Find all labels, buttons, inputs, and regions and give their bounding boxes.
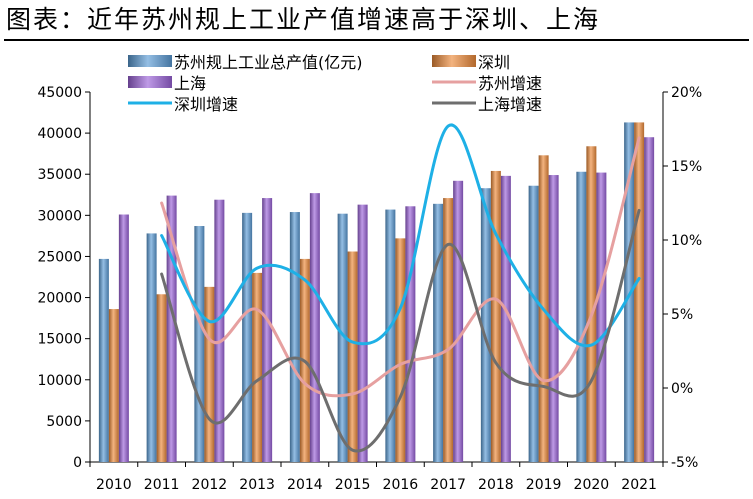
bar-上海-2010: [118, 214, 129, 462]
y-left-tick-label: 40000: [37, 126, 82, 142]
y-left-tick-label: 0: [73, 455, 82, 471]
x-tick-label: 2020: [574, 477, 610, 493]
x-tick-label: 2019: [526, 477, 562, 493]
legend-label: 苏州规上工业总产值(亿元): [174, 53, 363, 72]
x-tick-label: 2017: [430, 477, 466, 493]
bar-苏州规上工业总产值(亿元)-2012: [194, 226, 205, 462]
y-left-tick-label: 30000: [37, 208, 82, 224]
line-上海增速: [160, 208, 641, 453]
bar-深圳-2020: [586, 146, 597, 462]
bar-苏州规上工业总产值(亿元)-2021: [624, 122, 635, 462]
legend-swatch-上海: [128, 76, 172, 88]
legend-label: 深圳增速: [174, 95, 238, 114]
x-tick-label: 2018: [478, 477, 514, 493]
bar-上海-2020: [596, 172, 607, 463]
bar-苏州规上工业总产值(亿元)-2018: [480, 188, 491, 462]
bar-苏州规上工业总产值(亿元)-2020: [576, 171, 587, 462]
bar-苏州规上工业总产值(亿元)-2011: [146, 233, 157, 462]
chart-axes: 0 5000 10000 15000 20000 25000 30000 35000 40000…: [37, 85, 702, 493]
line-series-group: [160, 123, 641, 453]
bar-series-group: [98, 122, 655, 463]
legend-label: 深圳: [478, 53, 510, 72]
bar-深圳-2016: [395, 238, 406, 462]
x-tick-label: 2014: [287, 477, 323, 493]
y-right-tick-label: 0%: [671, 381, 693, 397]
y-right-tick-label: 10%: [671, 233, 702, 249]
bar-苏州规上工业总产值(亿元)-2019: [528, 185, 539, 462]
bar-上海-2019: [548, 175, 559, 463]
page-title: 图表：近年苏州规上工业产值增速高于深圳、上海: [6, 5, 601, 34]
bar-深圳-2018: [490, 170, 501, 462]
y-right-tick-label: -5%: [671, 455, 698, 471]
x-tick-label: 2013: [239, 477, 275, 493]
y-left-tick-label: 25000: [37, 249, 82, 265]
x-tick-label: 2011: [144, 477, 180, 493]
bar-苏州规上工业总产值(亿元)-2015: [337, 213, 348, 462]
bar-上海-2021: [644, 137, 655, 462]
x-tick-label: 2015: [335, 477, 371, 493]
line-苏州增速: [160, 136, 641, 398]
bar-上海-2012: [214, 199, 225, 462]
bar-深圳-2021: [634, 122, 645, 462]
bar-上海-2017: [453, 180, 464, 463]
bar-苏州规上工业总产值(亿元)-2010: [98, 258, 109, 462]
bar-上海-2016: [405, 206, 416, 462]
y-left-tick-label: 20000: [37, 291, 82, 307]
bar-深圳-2013: [252, 272, 263, 462]
legend-swatch-苏州规上工业总产值(亿元): [128, 55, 172, 67]
bar-上海-2015: [357, 204, 368, 462]
x-tick-label: 2010: [96, 477, 132, 493]
bar-深圳-2010: [108, 309, 119, 462]
bar-深圳-2015: [347, 251, 358, 462]
legend-label: 苏州增速: [478, 74, 542, 93]
y-right-tick-label: 15%: [671, 159, 702, 175]
line-深圳增速: [160, 123, 641, 348]
legend-label: 上海增速: [478, 95, 542, 114]
y-right-tick-label: 20%: [671, 85, 702, 101]
bar-深圳-2011: [156, 294, 167, 462]
bar-苏州规上工业总产值(亿元)-2017: [433, 203, 444, 463]
bar-深圳-2017: [443, 198, 454, 463]
x-tick-label: 2021: [621, 477, 657, 493]
y-left-tick-label: 15000: [37, 332, 82, 348]
bar-深圳-2012: [204, 286, 215, 462]
bar-苏州规上工业总产值(亿元)-2016: [385, 209, 396, 462]
y-left-tick-label: 5000: [46, 414, 82, 430]
bar-上海-2018: [500, 175, 511, 462]
bar-上海-2011: [166, 195, 177, 462]
y-right-tick-label: 5%: [671, 307, 693, 323]
title-divider: [4, 39, 749, 41]
bar-苏州规上工业总产值(亿元)-2014: [289, 212, 300, 462]
legend-label: 上海: [174, 74, 206, 93]
y-left-tick-label: 45000: [37, 85, 82, 101]
legend-swatch-深圳: [432, 55, 476, 67]
x-tick-label: 2012: [192, 477, 228, 493]
bar-苏州规上工业总产值(亿元)-2013: [242, 212, 253, 462]
y-left-tick-label: 10000: [37, 373, 82, 389]
bar-上海-2014: [309, 193, 320, 462]
y-left-tick-label: 35000: [37, 167, 82, 183]
bar-上海-2013: [262, 198, 273, 463]
x-tick-label: 2016: [383, 477, 419, 493]
